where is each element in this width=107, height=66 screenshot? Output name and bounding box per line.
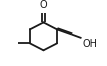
- Text: OH: OH: [82, 39, 97, 49]
- Text: O: O: [40, 0, 47, 10]
